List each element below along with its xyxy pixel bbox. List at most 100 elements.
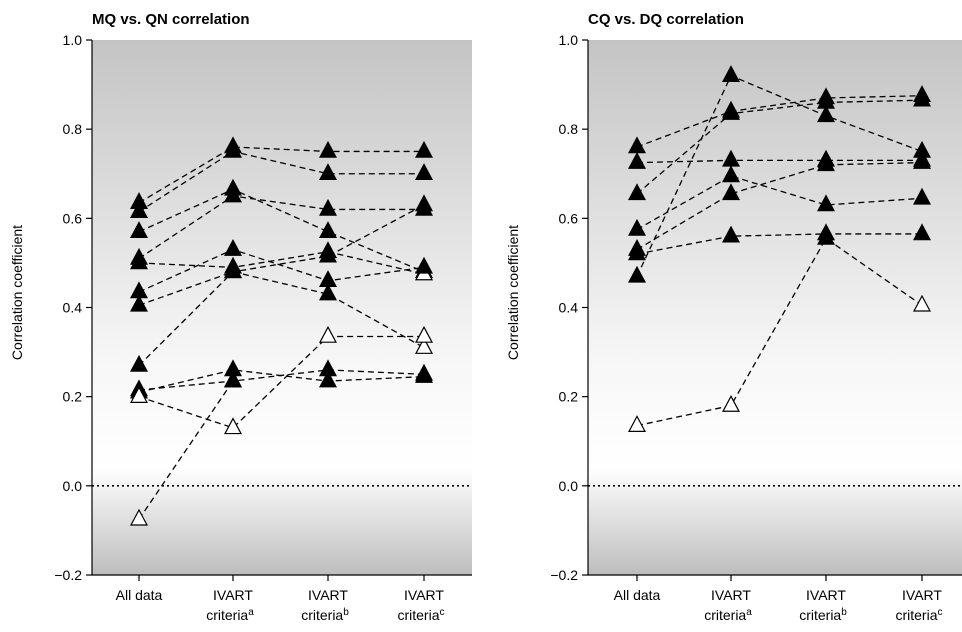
chart-title: CQ vs. DQ correlation	[588, 11, 744, 28]
series-line	[636, 161, 923, 251]
series-line	[138, 146, 424, 204]
y-tick-label: 0.6	[63, 210, 83, 226]
x-tick-label: IVART	[404, 587, 444, 603]
filled-triangle-marker	[817, 105, 835, 123]
chart-title: MQ vs. QN correlation	[92, 11, 250, 28]
x-tick-label: All data	[614, 587, 661, 603]
filled-triangle-marker	[628, 218, 646, 236]
y-tick-label: 0.2	[559, 389, 579, 405]
open-triangle-marker	[415, 337, 433, 354]
series-line	[138, 195, 424, 259]
filled-triangle-marker	[415, 194, 433, 212]
series-line	[138, 251, 425, 275]
y-tick-label: −0.2	[54, 567, 82, 583]
series-line	[138, 369, 425, 393]
y-tick-label: 0.2	[63, 389, 83, 405]
x-tick-label-line2: criteriaa	[704, 607, 752, 623]
x-tick-label: IVART	[902, 587, 942, 603]
filled-triangle-marker	[722, 165, 740, 183]
y-tick-label: 0.0	[559, 478, 579, 494]
filled-triangle-marker	[913, 89, 931, 107]
filled-triangle-marker	[628, 243, 646, 261]
filled-triangle-marker	[130, 252, 148, 270]
filled-triangle-marker	[415, 140, 433, 158]
open-triangle-marker	[224, 417, 242, 435]
filled-triangle-marker	[224, 238, 242, 256]
filled-triangle-marker	[817, 227, 835, 245]
x-tick-label: IVART	[308, 587, 348, 603]
series-line	[636, 95, 923, 148]
filled-triangle-marker	[319, 283, 337, 301]
open-triangle-marker	[628, 415, 646, 432]
open-triangle-marker	[130, 508, 148, 526]
open-triangle-marker	[913, 294, 931, 312]
y-tick-label: 0.8	[559, 121, 579, 137]
series-line	[636, 74, 923, 277]
x-tick-label-line2: criteriac	[895, 607, 942, 623]
filled-triangle-marker	[913, 187, 931, 205]
filled-triangle-marker	[722, 102, 740, 120]
filled-triangle-marker	[628, 152, 646, 169]
y-tick-label: 0.4	[63, 300, 83, 316]
filled-triangle-marker	[722, 183, 740, 201]
series-line	[138, 188, 425, 273]
filled-triangle-marker	[319, 140, 337, 158]
filled-triangle-marker	[319, 245, 337, 263]
filled-triangle-marker	[224, 261, 242, 279]
right-chart-panel: CQ vs. DQ correlation Correlation coeffic…	[505, 11, 962, 623]
filled-triangle-marker	[224, 140, 242, 158]
x-tick-label: All data	[116, 587, 163, 603]
y-tick-label: 1.0	[559, 32, 579, 48]
filled-triangle-marker	[224, 185, 242, 203]
plot-background	[588, 40, 962, 575]
plot-background	[92, 40, 472, 575]
x-tick-label-line2: criteriac	[397, 607, 444, 623]
y-tick-label: 0.6	[559, 210, 579, 226]
filled-triangle-marker	[319, 221, 337, 239]
open-triangle-marker	[722, 395, 740, 412]
filled-triangle-marker	[319, 370, 337, 388]
x-tick-label-line2: criteriaa	[206, 607, 254, 623]
x-tick-label: IVART	[213, 587, 253, 603]
x-tick-label-line2: criteriab	[799, 607, 847, 623]
series-line	[138, 335, 424, 429]
series-line	[636, 233, 922, 255]
series-line	[138, 380, 234, 520]
filled-triangle-marker	[130, 201, 148, 218]
filled-triangle-marker	[722, 65, 740, 82]
y-tick-label: 0.8	[63, 121, 83, 137]
filled-triangle-marker	[628, 183, 646, 201]
filled-triangle-marker	[817, 194, 835, 212]
series-line	[138, 248, 425, 293]
y-tick-label: −0.2	[550, 567, 578, 583]
open-triangle-marker	[319, 325, 337, 343]
left-chart-panel: MQ vs. QN correlation Correlation coeffic…	[9, 11, 472, 623]
filled-triangle-marker	[913, 152, 931, 169]
series-line	[138, 204, 425, 366]
open-triangle-marker	[130, 386, 148, 403]
series-line	[138, 150, 424, 213]
y-tick-label: 0.4	[559, 300, 579, 316]
y-axis-label: Correlation coefficient	[9, 225, 25, 360]
series-line	[636, 175, 923, 231]
series-line	[636, 237, 923, 427]
filled-triangle-marker	[130, 221, 148, 239]
y-tick-label: 1.0	[63, 32, 83, 48]
filled-triangle-marker	[130, 294, 148, 312]
open-triangle-marker	[415, 325, 433, 343]
y-axis-label: Correlation coefficient	[505, 225, 521, 360]
series-line	[636, 99, 923, 195]
y-tick-label: 0.0	[63, 478, 83, 494]
filled-triangle-marker	[628, 265, 646, 283]
filled-triangle-marker	[415, 366, 433, 383]
x-tick-label: IVART	[806, 587, 846, 603]
filled-triangle-marker	[224, 370, 242, 388]
filled-triangle-marker	[722, 225, 740, 243]
filled-triangle-marker	[415, 163, 433, 181]
filled-triangle-marker	[319, 198, 337, 216]
series-line	[138, 271, 425, 349]
filled-triangle-marker	[913, 223, 931, 241]
series-line	[636, 159, 922, 164]
